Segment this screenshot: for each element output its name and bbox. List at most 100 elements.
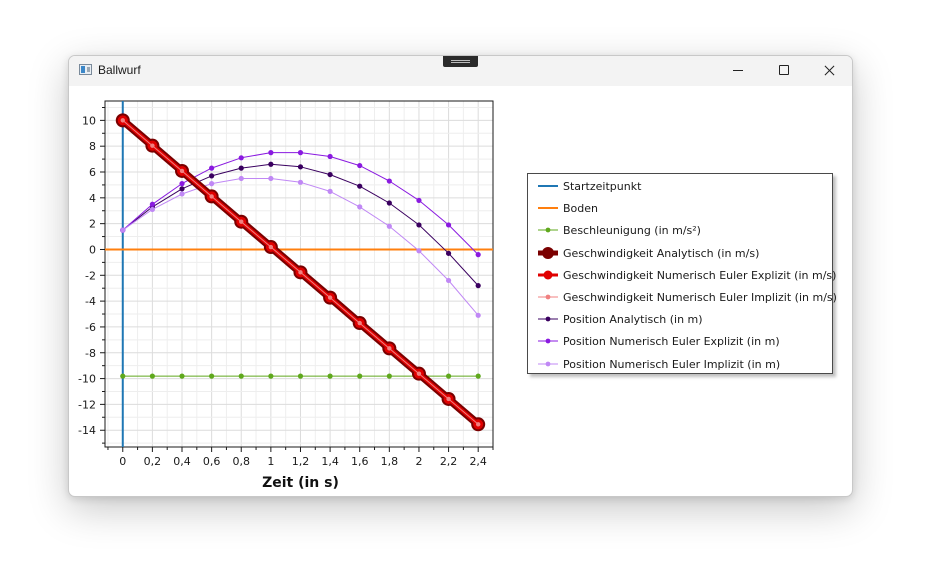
x-tick-label: 1,6 bbox=[351, 455, 369, 468]
series-5-point bbox=[120, 118, 125, 123]
y-tick-label: -4 bbox=[85, 295, 96, 308]
y-tick-label: 6 bbox=[89, 166, 96, 179]
series-6-point bbox=[209, 173, 215, 179]
maximize-button[interactable] bbox=[761, 56, 807, 86]
legend-label: Position Analytisch (in m) bbox=[563, 313, 703, 327]
series-5-point bbox=[327, 295, 333, 300]
series-8-point bbox=[149, 206, 155, 213]
legend-swatch bbox=[538, 316, 558, 322]
series-7-point bbox=[445, 222, 452, 228]
x-tick-label: 2,2 bbox=[440, 455, 458, 468]
y-tick-label: -12 bbox=[78, 398, 96, 411]
legend-item: Boden bbox=[528, 197, 832, 219]
series-5-point bbox=[150, 143, 155, 148]
series-2-point bbox=[357, 373, 363, 379]
series-2-point bbox=[386, 373, 392, 379]
series-6-point bbox=[327, 171, 333, 178]
series-2-point bbox=[238, 373, 244, 379]
x-tick-label: 2,4 bbox=[469, 455, 487, 468]
series-8-point bbox=[268, 175, 274, 182]
x-axis-title: Zeit (in s) bbox=[262, 475, 339, 491]
series-7-point bbox=[327, 153, 333, 160]
legend-item: Geschwindigkeit Numerisch Euler Explizit… bbox=[528, 264, 836, 286]
legend-label: Geschwindigkeit Numerisch Euler Explizit… bbox=[563, 268, 837, 282]
series-6-point bbox=[386, 200, 392, 206]
series-8-point bbox=[297, 179, 304, 185]
series-7-point bbox=[238, 155, 244, 161]
legend-label: Position Numerisch Euler Explizit (in m) bbox=[563, 335, 780, 349]
legend-swatch bbox=[538, 361, 558, 366]
y-tick-label: -6 bbox=[85, 321, 96, 334]
series-2-point bbox=[297, 373, 304, 379]
series-7-point bbox=[268, 150, 274, 156]
legend-swatch bbox=[538, 270, 558, 280]
series-5-point bbox=[268, 244, 274, 250]
y-tick-label: -8 bbox=[85, 347, 96, 360]
x-tick-label: 0,2 bbox=[144, 455, 162, 468]
series-8-point bbox=[209, 181, 215, 187]
minimize-button[interactable] bbox=[715, 56, 761, 86]
x-tick-label: 2 bbox=[415, 455, 422, 468]
series-2-point bbox=[268, 373, 274, 379]
legend-swatch bbox=[538, 338, 558, 344]
y-tick-label: 2 bbox=[89, 218, 96, 231]
plot-frame bbox=[104, 100, 494, 448]
series-5-point bbox=[446, 396, 451, 402]
app-icon bbox=[79, 64, 92, 75]
series-8-point bbox=[445, 277, 452, 284]
series-6-point bbox=[238, 165, 244, 171]
window-title: Ballwurf bbox=[98, 63, 141, 77]
series-7-point bbox=[179, 181, 185, 187]
legend-item: Geschwindigkeit Analytisch (in m/s) bbox=[528, 242, 832, 264]
series-7-point bbox=[386, 178, 392, 184]
series-8-point bbox=[357, 204, 363, 210]
series-6-point bbox=[268, 161, 274, 167]
series-8-point bbox=[386, 223, 392, 229]
series-7-point bbox=[297, 150, 304, 156]
legend-item: Position Numerisch Euler Implizit (in m) bbox=[528, 353, 832, 375]
x-tick-label: 1,8 bbox=[381, 455, 399, 468]
series-6-point bbox=[445, 250, 452, 256]
legend-item: Beschleunigung (in m/s²) bbox=[528, 219, 832, 241]
y-tick-label: 8 bbox=[89, 140, 96, 153]
series-8-point bbox=[327, 188, 333, 194]
series-2-point bbox=[475, 373, 481, 379]
series-5-point bbox=[209, 194, 214, 199]
x-tick-label: 0 bbox=[119, 455, 126, 468]
legend-item: Position Numerisch Euler Explizit (in m) bbox=[528, 330, 832, 352]
series-8-point bbox=[416, 248, 422, 254]
legend-swatch bbox=[538, 227, 558, 233]
chart-legend: Startzeitpunkt Boden Beschleunigung (in m/… bbox=[527, 173, 837, 375]
series-6-point bbox=[357, 183, 363, 189]
y-tick-label: 10 bbox=[82, 114, 96, 127]
legend-label: Beschleunigung (in m/s²) bbox=[563, 224, 701, 238]
series-5-point bbox=[239, 219, 244, 224]
series-6-point bbox=[475, 283, 481, 289]
x-tick-label: 0,8 bbox=[232, 455, 250, 468]
series-2-point bbox=[149, 373, 155, 379]
series-5-point bbox=[179, 168, 185, 174]
series-5-point bbox=[357, 320, 362, 326]
series-5-point bbox=[387, 346, 392, 351]
series-6-point bbox=[297, 164, 304, 170]
y-tick-label: -2 bbox=[85, 269, 96, 282]
legend-swatch bbox=[538, 185, 558, 187]
legend-label: Geschwindigkeit Numerisch Euler Implizit… bbox=[563, 291, 837, 304]
snap-grip-handle[interactable] bbox=[443, 56, 478, 67]
series-8-point bbox=[238, 175, 244, 182]
series-2-point bbox=[209, 373, 215, 379]
series-2-point bbox=[120, 373, 126, 379]
x-tick-label: 0,4 bbox=[173, 455, 191, 468]
plot-series-group bbox=[105, 101, 493, 447]
legend-label: Position Numerisch Euler Implizit (in m) bbox=[563, 357, 781, 371]
legend-label: Boden bbox=[563, 202, 598, 216]
x-tick-label: 1,4 bbox=[321, 455, 339, 468]
y-tick-label: 4 bbox=[89, 192, 96, 205]
x-tick-label: 1,2 bbox=[292, 455, 310, 468]
series-7-point bbox=[416, 197, 422, 204]
series-8-point bbox=[179, 191, 185, 197]
chart: 0 0,2 0,4 0,6 0,8 1 1,2 1,4 1,6 1,8 2 2,2 2,4 10 8 6 4 2 0… bbox=[78, 100, 494, 491]
series-8-point bbox=[120, 227, 126, 233]
series-2-point bbox=[445, 373, 452, 379]
title-bar[interactable]: Ballwurf bbox=[69, 56, 852, 86]
